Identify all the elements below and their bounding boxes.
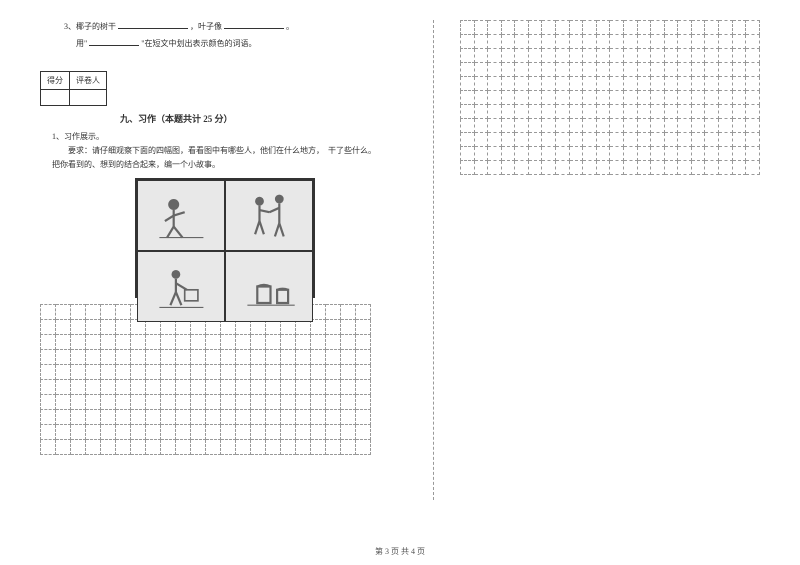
picture-4 [225, 251, 313, 322]
picture-2 [225, 180, 313, 251]
column-divider [433, 20, 434, 500]
q3-blank-2[interactable] [224, 20, 284, 29]
picture-1 [137, 180, 225, 251]
section-9-title: 九、习作（本题共计 25 分） [40, 112, 410, 125]
page-footer: 第 3 页 共 4 页 [0, 546, 800, 557]
score-col-2: 评卷人 [70, 71, 107, 89]
section-9-req2: 把你看到的、想到的结合起来，编一个小故事。 [52, 159, 410, 172]
q3-end: 。 [286, 22, 294, 31]
q3-l2-prefix: 用" [76, 39, 87, 48]
score-box: 得分 评卷人 [40, 71, 107, 106]
q3-prefix: 3、椰子的树干 [64, 22, 116, 31]
question-3: 3、椰子的树干 ，叶子像 。 [40, 20, 410, 34]
picture-3 [137, 251, 225, 322]
section-9-sub: 1、习作展示。 [52, 131, 410, 142]
q3-mid: ，叶子像 [190, 22, 222, 31]
q3-l2-suffix: "在短文中划出表示颜色的词语。 [141, 39, 256, 48]
four-picture-grid [135, 178, 315, 298]
score-col-1: 得分 [41, 71, 70, 89]
score-cell-1[interactable] [41, 89, 70, 105]
question-3-line2: 用" "在短文中划出表示颜色的词语。 [40, 37, 410, 51]
score-cell-2[interactable] [70, 89, 107, 105]
q3-blank-3[interactable] [89, 37, 139, 46]
writing-grid-right[interactable] [460, 20, 760, 175]
writing-grid-left[interactable] [40, 304, 371, 455]
section-9-req1: 要求：请仔细观察下面的四幅图，看看图中有哪些人，他们在什么地方， 干了些什么。 [68, 145, 410, 158]
q3-blank-1[interactable] [118, 20, 188, 29]
